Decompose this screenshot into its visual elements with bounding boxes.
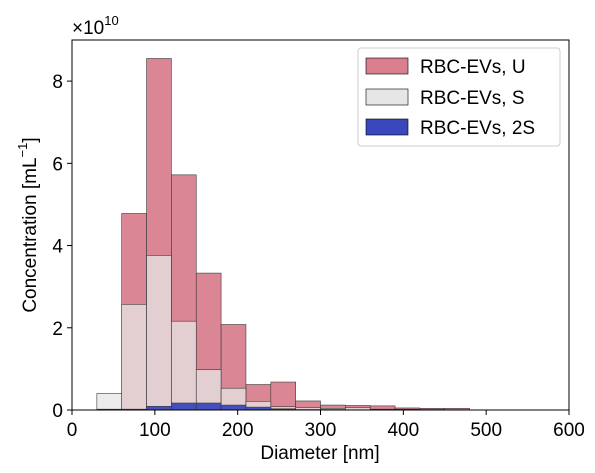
legend-label-s: RBC-EVs, S <box>420 88 525 109</box>
legend-label-2s: RBC-EVs, 2S <box>420 118 535 139</box>
bar <box>220 404 247 411</box>
x-tick-label: 300 <box>305 420 337 441</box>
legend: RBC-EVs, U RBC-EVs, S RBC-EVs, 2S <box>357 47 561 147</box>
y-axis-title-exponent: −1 <box>15 143 30 158</box>
bars-layer <box>96 58 470 411</box>
x-tick-label: 500 <box>470 420 502 441</box>
legend-swatch-u <box>365 57 409 75</box>
y-axis-title: Concentration [mL−1] <box>15 137 41 312</box>
y-scale-exponent: 10 <box>104 13 118 28</box>
y-axis-title-suffix: ] <box>20 137 41 142</box>
x-tick-label: 100 <box>139 420 171 441</box>
y-tick-label: 4 <box>52 237 63 258</box>
bar <box>171 320 197 411</box>
y-tick-label: 8 <box>52 72 63 93</box>
bar <box>171 402 197 411</box>
x-tick-label: 600 <box>553 420 585 441</box>
x-tick-label: 200 <box>222 420 254 441</box>
x-tick-label: 400 <box>387 420 419 441</box>
y-tick-label: 6 <box>52 154 63 175</box>
legend-swatch-s <box>365 88 409 106</box>
y-scale-prefix: ×10 <box>72 18 104 39</box>
bar <box>146 255 172 411</box>
y-tick-label: 2 <box>52 319 63 340</box>
y-scale-multiplier: ×1010 <box>72 13 119 39</box>
bar <box>146 405 172 411</box>
x-axis-title: Diameter [nm] <box>260 443 379 464</box>
bar <box>195 402 222 411</box>
y-axis-title-main: Concentration [mL <box>20 157 41 312</box>
legend-label-u: RBC-EVs, U <box>420 57 526 78</box>
bar <box>270 381 296 411</box>
ticks-layer: 0 100 200 300 400 500 600 0 2 4 6 8 <box>52 72 584 441</box>
x-tick-label: 0 <box>67 420 78 441</box>
legend-box <box>357 47 561 147</box>
bar <box>121 304 147 411</box>
bar <box>96 393 122 411</box>
y-tick-label: 0 <box>52 401 63 422</box>
legend-swatch-2s <box>365 118 409 136</box>
